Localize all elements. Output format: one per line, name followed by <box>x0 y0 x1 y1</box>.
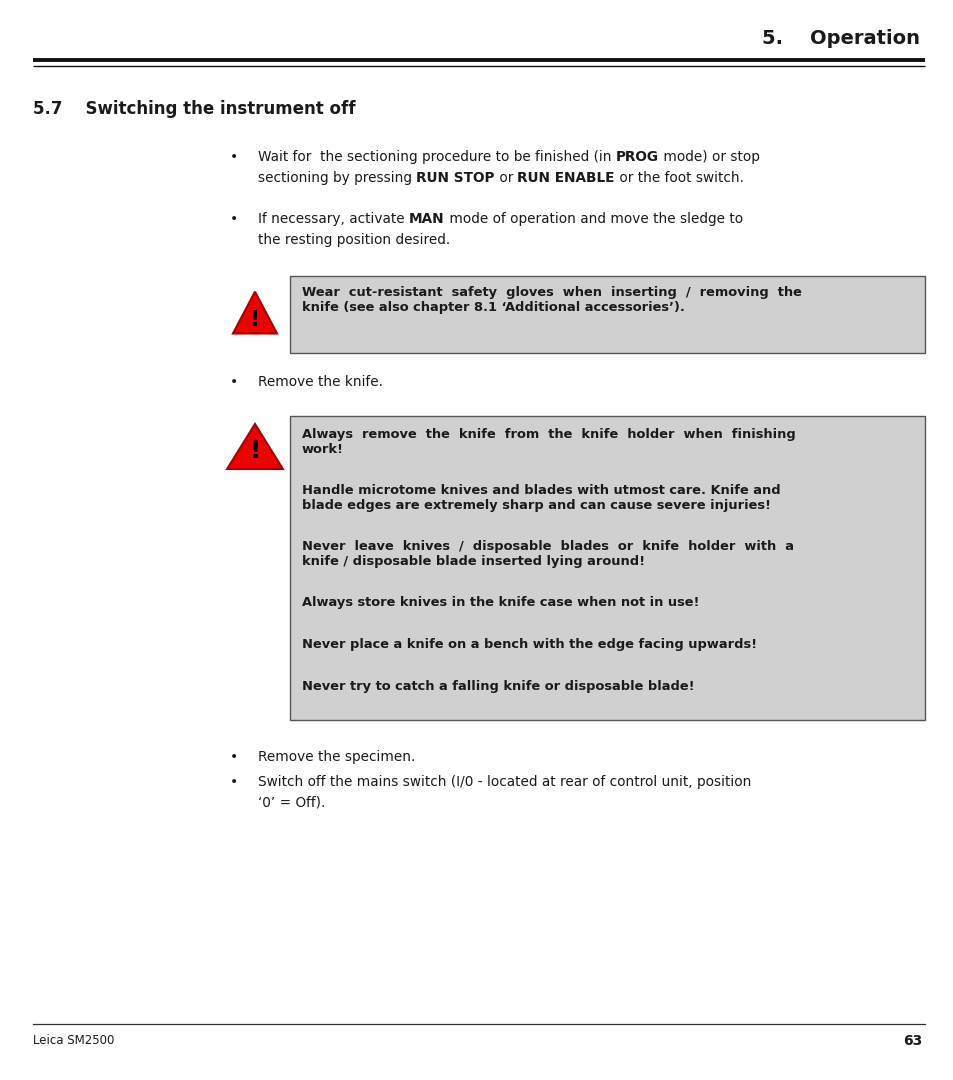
Polygon shape <box>227 424 283 469</box>
Text: Leica SM2500: Leica SM2500 <box>33 1034 114 1047</box>
Text: or: or <box>495 171 517 185</box>
Text: MAN: MAN <box>409 212 444 226</box>
Text: RUN ENABLE: RUN ENABLE <box>517 171 615 185</box>
Text: RUN STOP: RUN STOP <box>416 171 495 185</box>
Text: •: • <box>230 775 238 789</box>
Text: •: • <box>230 150 238 164</box>
Text: PROG: PROG <box>616 150 659 164</box>
Text: Never  leave  knives  /  disposable  blades  or  knife  holder  with  a
knife / : Never leave knives / disposable blades o… <box>302 540 793 568</box>
Polygon shape <box>233 292 276 334</box>
Bar <box>290 276 924 353</box>
Text: Handle microtome knives and blades with utmost care. Knife and
blade edges are e: Handle microtome knives and blades with … <box>302 484 780 512</box>
Text: the resting position desired.: the resting position desired. <box>257 233 450 247</box>
Text: or the foot switch.: or the foot switch. <box>615 171 743 185</box>
Text: Always store knives in the knife case when not in use!: Always store knives in the knife case wh… <box>302 596 699 609</box>
Text: 5.7    Switching the instrument off: 5.7 Switching the instrument off <box>33 100 355 118</box>
Text: •: • <box>230 750 238 764</box>
Text: sectioning by pressing: sectioning by pressing <box>257 171 416 185</box>
Text: ‘0’ = Off).: ‘0’ = Off). <box>257 796 325 810</box>
Bar <box>290 416 924 720</box>
Text: Switch off the mains switch (I/0 - located at rear of control unit, position: Switch off the mains switch (I/0 - locat… <box>257 775 751 789</box>
Text: mode) or stop: mode) or stop <box>659 150 759 164</box>
Text: Never try to catch a falling knife or disposable blade!: Never try to catch a falling knife or di… <box>302 680 694 693</box>
Text: •: • <box>230 375 238 389</box>
Text: Wear  cut-resistant  safety  gloves  when  inserting  /  removing  the
knife (se: Wear cut-resistant safety gloves when in… <box>302 286 801 314</box>
Text: !: ! <box>250 311 260 330</box>
Text: Never place a knife on a bench with the edge facing upwards!: Never place a knife on a bench with the … <box>302 638 757 651</box>
Text: mode of operation and move the sledge to: mode of operation and move the sledge to <box>444 212 742 226</box>
Text: Always  remove  the  knife  from  the  knife  holder  when  finishing
work!: Always remove the knife from the knife h… <box>302 428 795 456</box>
Text: 5.    Operation: 5. Operation <box>761 29 919 48</box>
Text: Wait for  the sectioning procedure to be finished (in: Wait for the sectioning procedure to be … <box>257 150 616 164</box>
Text: •: • <box>230 212 238 226</box>
Text: Remove the specimen.: Remove the specimen. <box>257 750 415 764</box>
Text: Remove the knife.: Remove the knife. <box>257 375 382 389</box>
Text: !: ! <box>249 438 260 463</box>
Text: If necessary, activate: If necessary, activate <box>257 212 409 226</box>
Text: 63: 63 <box>902 1034 921 1048</box>
